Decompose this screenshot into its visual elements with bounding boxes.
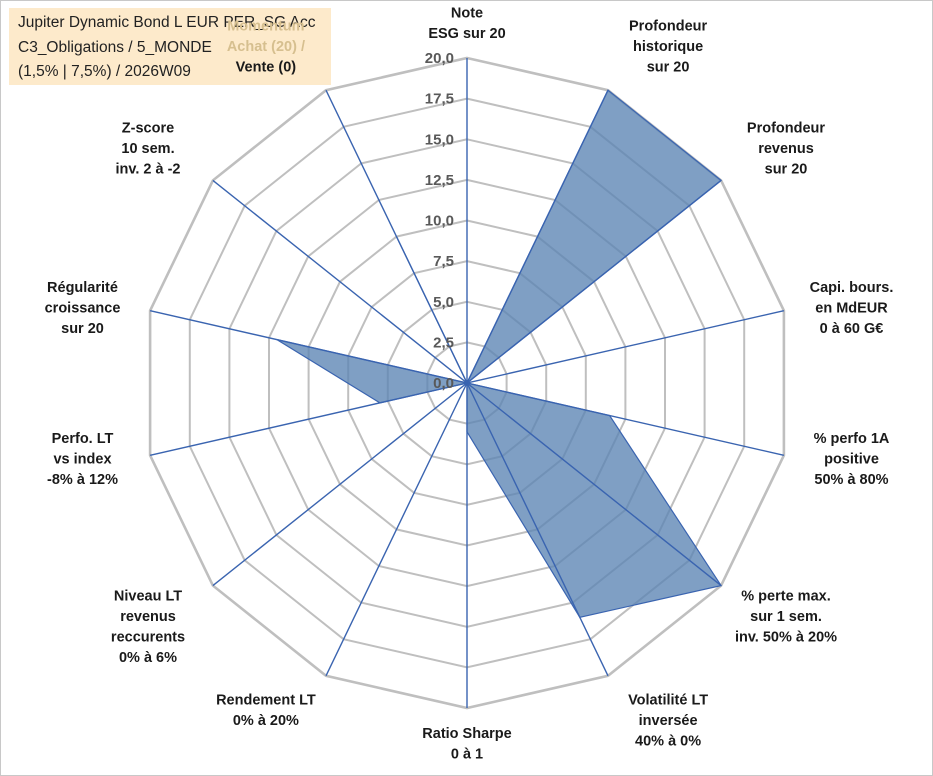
axis-label-line: revenus (758, 141, 814, 157)
axis-label-line: inv. 2 à -2 (115, 162, 180, 178)
axis-spoke (466, 382, 722, 587)
axis-label: Z-score 10 sem. inv. 2 à -2 (115, 121, 180, 178)
axis-label-line: Capi. bours. (810, 280, 894, 296)
axis-label: Perfo. LT vs index -8% à 12% (47, 431, 118, 488)
axis-label-line: Profondeur (747, 121, 825, 137)
axis-label-line: Perfo. LT (52, 431, 114, 447)
axis-label-line: Régularité (47, 280, 118, 296)
axis-spoke (149, 382, 468, 456)
axis-label-line: historique (633, 39, 703, 55)
axis-label: Rendement LT 0% à 20% (216, 692, 316, 729)
axis-label: Profondeur revenus sur 20 (747, 121, 825, 178)
axis-label-line: Momentum (227, 19, 304, 35)
axis-label: Niveau LT revenus reccurents 0% à 6% (111, 588, 185, 666)
axis-label-line: 40% à 0% (635, 733, 701, 749)
axis-label-line: revenus (120, 609, 176, 625)
axis-label-line: en MdEUR (815, 301, 888, 317)
axis-spoke (325, 382, 468, 677)
axis-spoke (466, 310, 785, 384)
tick-label: 2,5 (433, 334, 454, 351)
axis-label: Note ESG sur 20 (428, 6, 505, 43)
axis-label: Ratio Sharpe 0 à 1 (422, 726, 511, 763)
axis-label-line: 0% à 20% (233, 713, 299, 729)
axis-label-line: % perte max. (741, 588, 830, 604)
radial-ticks: 0,0 2,5 5,0 7,5 10,0 12,5 15,0 17,5 20,0 (425, 50, 454, 392)
axis-label: % perfo 1A positive 50% à 80% (814, 431, 890, 488)
fund-name: Jupiter Dynamic Bond L EUR PER_SG Acc (18, 14, 316, 31)
axis-label-line: Ratio Sharpe (422, 726, 511, 742)
axis-label-line: Rendement LT (216, 692, 316, 708)
axis-label-line: sur 1 sem. (750, 609, 822, 625)
tick-label: 10,0 (425, 213, 454, 230)
axis-label-line: croissance (45, 301, 121, 317)
fund-params: (1,5% | 7,5%) / 2026W09 (18, 63, 191, 80)
axis-label-line: inversée (639, 713, 698, 729)
axis-spoke (212, 179, 468, 384)
fund-category: C3_Obligations / 5_MONDE (18, 39, 212, 56)
tick-label: 15,0 (425, 131, 454, 148)
axis-label-line: 0 à 1 (451, 747, 483, 763)
tick-label: 17,5 (425, 91, 454, 108)
axis-label-line: Z-score (122, 121, 174, 137)
axis-label-line: Volatilité LT (628, 692, 708, 708)
tick-label: 0,0 (433, 375, 454, 392)
axis-label-line: Profondeur (629, 19, 707, 35)
axis-spoke (466, 382, 785, 456)
axis-labels: Note ESG sur 20 Profondeur historique sur 20… (45, 6, 894, 763)
axis-label-line: 50% à 80% (814, 472, 888, 488)
axis-label-line: Niveau LT (114, 588, 182, 604)
radar-spokes (149, 58, 785, 708)
axis-spoke (212, 382, 468, 587)
tick-label: 20,0 (425, 50, 454, 67)
axis-label-line: sur 20 (61, 321, 104, 337)
axis-label-line: vs index (53, 451, 111, 467)
title-box: Jupiter Dynamic Bond L EUR PER_SG Acc C3… (9, 8, 331, 85)
axis-label: Momentum Achat (20) / Vente (0) (227, 19, 305, 76)
axis-label-line: % perfo 1A (814, 431, 890, 447)
tick-label: 12,5 (425, 172, 454, 189)
axis-label-line: ESG sur 20 (428, 26, 505, 42)
axis-spoke (466, 89, 609, 384)
axis-label-line: 0% à 6% (119, 650, 177, 666)
axis-spoke (466, 382, 609, 677)
axis-label: Volatilité LT inversée 40% à 0% (628, 692, 708, 749)
axis-label-line: sur 20 (647, 60, 690, 76)
axis-label-line: Vente (0) (236, 60, 297, 76)
axis-label-line: positive (824, 451, 879, 467)
axis-label-line: Note (451, 6, 483, 22)
axis-label-line: sur 20 (765, 162, 808, 178)
axis-spoke (466, 179, 722, 384)
axis-label-line: 0 à 60 G€ (820, 321, 884, 337)
axis-label: % perte max. sur 1 sem. inv. 50% à 20% (735, 588, 837, 645)
axis-label: Profondeur historique sur 20 (629, 19, 707, 76)
axis-label-line: inv. 50% à 20% (735, 629, 837, 645)
axis-spoke (149, 310, 468, 384)
tick-label: 5,0 (433, 294, 454, 311)
tick-label: 7,5 (433, 253, 454, 270)
axis-label-line: 10 sem. (121, 141, 174, 157)
axis-label: Régularité croissance sur 20 (45, 280, 121, 337)
axis-label-line: -8% à 12% (47, 472, 118, 488)
axis-spoke (325, 89, 468, 384)
axis-label: Capi. bours. en MdEUR 0 à 60 G€ (810, 280, 894, 337)
axis-label-line: reccurents (111, 629, 185, 645)
axis-label-line: Achat (20) / (227, 39, 305, 55)
